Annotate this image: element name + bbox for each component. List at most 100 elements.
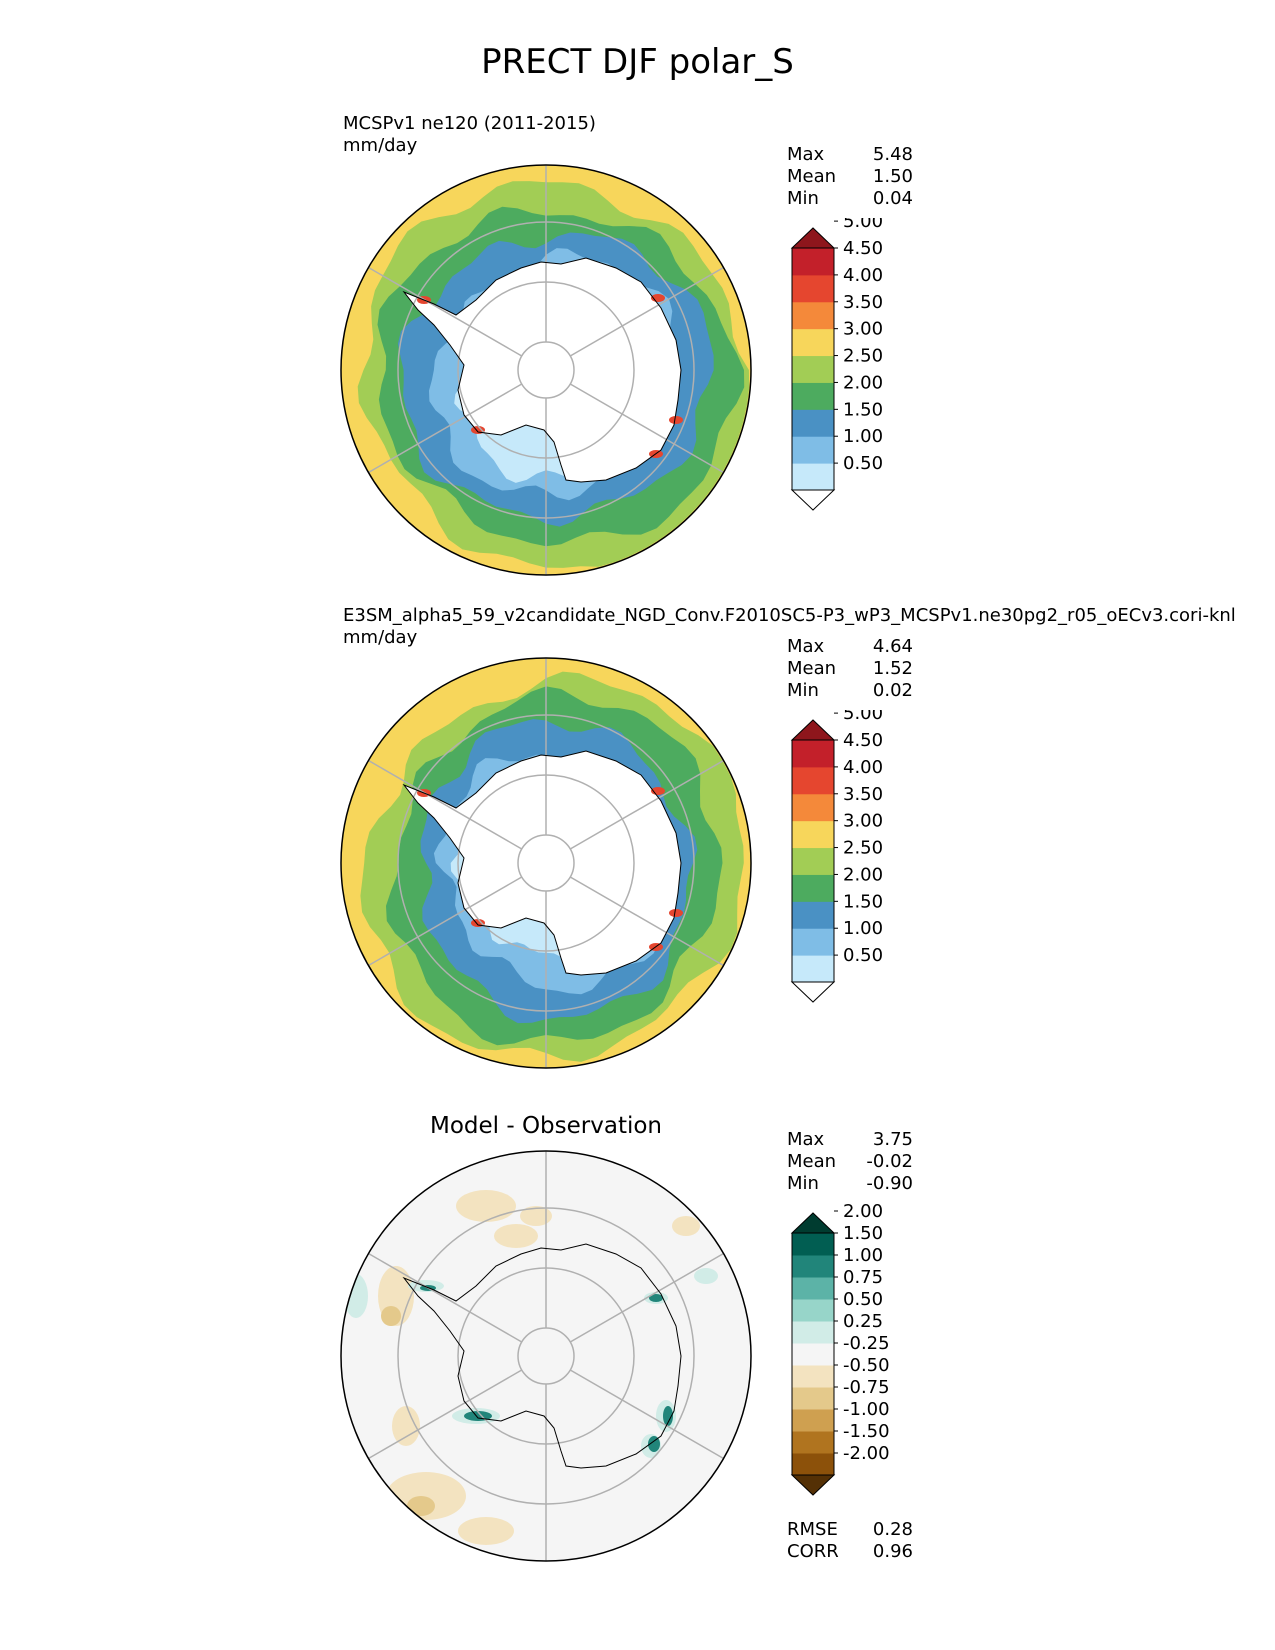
panel1-title: MCSPv1 ne120 (2011-2015) — [343, 113, 596, 134]
colorbar-swatch — [792, 1343, 834, 1366]
colorbar-tick-label: 4.00 — [843, 265, 883, 286]
colorbar-tick-label: -1.00 — [843, 1399, 890, 1420]
colorbar-swatch — [792, 955, 834, 983]
meridian-line — [368, 876, 523, 967]
stat-label: Min — [787, 680, 819, 701]
panel1-mean: 1.50 — [872, 166, 913, 187]
colorbar-extend-max — [790, 719, 836, 741]
panel3-metrics: RMSE 0.28 CORR 0.96 — [787, 1519, 913, 1563]
colorbar-tick-label: 0.75 — [843, 1267, 883, 1288]
stat-label: Max — [787, 636, 825, 657]
colorbar-tick-label: 2.50 — [843, 838, 883, 859]
colorbar-swatch — [792, 847, 834, 875]
colorbar-tick-label: -0.75 — [843, 1377, 890, 1398]
panel3-corr: 0.96 — [872, 1541, 913, 1562]
negative-anomaly — [392, 1406, 420, 1446]
panel1-min: 0.04 — [872, 188, 913, 209]
colorbar-tick-label: -2.00 — [843, 1443, 890, 1464]
meridian-line — [569, 383, 724, 474]
panel2-mean: 1.52 — [872, 658, 913, 679]
colorbar-swatch — [792, 328, 834, 357]
panel2-max: 4.64 — [872, 636, 913, 657]
panel3-min: -0.90 — [866, 1173, 913, 1194]
colorbar-tick-label: 2.50 — [843, 346, 883, 367]
colorbar-extend-min — [790, 489, 836, 511]
negative-anomaly — [458, 1517, 514, 1545]
colorbar-tick-label: 2.00 — [843, 372, 883, 393]
panel3-map — [340, 1150, 752, 1562]
negative-anomaly — [672, 1216, 700, 1236]
colorbar-swatch — [792, 463, 834, 491]
colorbar-tick-label: 3.00 — [843, 811, 883, 832]
colorbar-swatch — [792, 1387, 834, 1410]
panel1-stats: Max 5.48 Mean 1.50 Min 0.04 — [787, 144, 913, 210]
field-band — [341, 1151, 751, 1561]
meridian-line — [368, 1369, 523, 1460]
panel3-mean: -0.02 — [866, 1151, 913, 1172]
colorbar-tick-label: 4.50 — [843, 238, 883, 259]
colorbar-tick-label: 1.50 — [843, 1223, 883, 1244]
colorbar-swatch — [792, 1277, 834, 1300]
stat-label: Max — [787, 144, 825, 165]
stat-label: RMSE — [787, 1519, 838, 1540]
negative-anomaly — [520, 1206, 552, 1226]
colorbar-frame — [791, 1232, 835, 1476]
colorbar-swatch — [792, 1453, 834, 1476]
panel2-title: E3SM_alpha5_59_v2candidate_NGD_Conv.F201… — [343, 605, 1236, 626]
meridian-line — [569, 1369, 724, 1460]
colorbar-tick-label: 0.50 — [843, 1289, 883, 1310]
meridian-line — [368, 1252, 523, 1343]
colorbar-tick-label: 4.50 — [843, 730, 883, 751]
negative-anomaly — [407, 1496, 435, 1516]
colorbar-swatch — [792, 1321, 834, 1344]
meridian-line — [569, 1252, 724, 1343]
colorbar-swatch — [792, 248, 834, 276]
panel3-rmse: 0.28 — [872, 1519, 913, 1540]
colorbar-swatch — [792, 901, 834, 929]
colorbar-extend-max — [790, 227, 836, 249]
map-border — [340, 164, 752, 576]
colorbar-swatch — [792, 1365, 834, 1388]
panel3-colorbar: -2.00-1.50-1.00-0.75-0.50-0.250.250.500.… — [790, 1203, 890, 1496]
panel1-max: 5.48 — [872, 144, 913, 165]
colorbar-tick-label: 1.50 — [843, 891, 883, 912]
stat-label: CORR — [787, 1541, 839, 1562]
colorbar-tick-label: 0.50 — [843, 945, 883, 966]
panel1-colorbar: 0.50 1.00 1.50 2.00 2.50 3.00 3.50 4.00 4.50 5.00 — [790, 218, 883, 511]
coastline — [402, 1243, 682, 1469]
colorbar-swatch — [792, 766, 834, 795]
colorbar-swatch — [792, 1233, 834, 1256]
positive-anomaly — [648, 1436, 660, 1452]
colorbar-swatch — [792, 1431, 834, 1454]
meridian-line — [368, 383, 523, 474]
colorbar-swatch — [792, 355, 834, 383]
coastline — [402, 750, 682, 976]
colorbar-swatch — [792, 1299, 834, 1322]
colorbar-swatch — [792, 436, 834, 464]
colorbar-tick-label: -0.50 — [843, 1355, 890, 1376]
colorbar-tick-label: 1.00 — [843, 1245, 883, 1266]
negative-anomaly — [494, 1224, 538, 1248]
stat-label: Mean — [787, 166, 837, 187]
colorbar-swatch — [792, 793, 834, 822]
colorbar-extend-max — [790, 1212, 836, 1234]
high-precip-spot — [669, 909, 683, 917]
meridian-line — [569, 759, 724, 850]
stat-label: Max — [787, 1129, 825, 1150]
stat-label: Mean — [787, 658, 837, 679]
colorbar-tick-label: -1.50 — [843, 1421, 890, 1442]
colorbar-swatch — [792, 928, 834, 956]
meridian-line — [569, 266, 724, 357]
coastline — [402, 257, 682, 483]
colorbar-swatch — [792, 740, 834, 768]
panel2-stats: Max 4.64 Mean 1.52 Min 0.02 — [787, 636, 913, 702]
colorbar-tick-label: 3.50 — [843, 292, 883, 313]
colorbar-tick-label: 4.00 — [843, 757, 883, 778]
colorbar-frame — [791, 739, 835, 983]
map-field — [341, 1151, 751, 1561]
stat-label: Min — [787, 188, 819, 209]
colorbar-tick-label: 0.25 — [843, 1311, 883, 1332]
colorbar-tick-label: 0.50 — [843, 453, 883, 474]
colorbar-tick-label: 3.00 — [843, 319, 883, 340]
figure-title: PRECT DJF polar_S — [481, 42, 794, 82]
